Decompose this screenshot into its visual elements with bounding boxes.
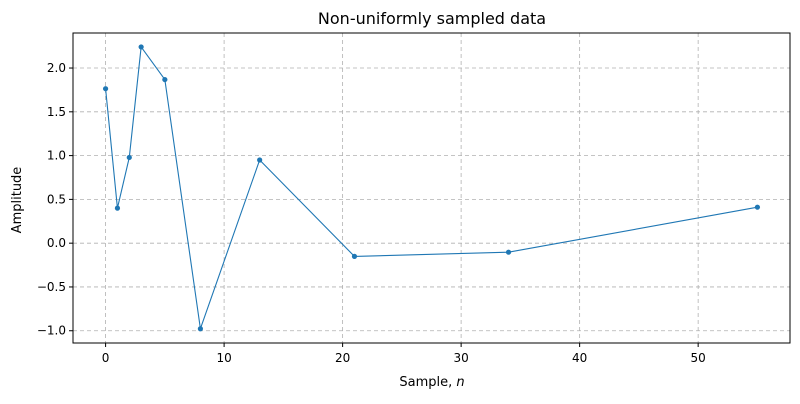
- data-point: [351, 253, 358, 259]
- y-tick-label: 0.0: [47, 236, 66, 250]
- data-point: [754, 204, 761, 210]
- x-tick-label: 40: [572, 351, 587, 365]
- data-point: [102, 86, 109, 92]
- y-tick-label: 1.0: [47, 149, 66, 163]
- axis-ticks: 0 10 20 30 40 50 −1.0 −0.5 0.0 0.5 1.0 1.5 2.0: [37, 61, 706, 365]
- y-tick-label: 0.5: [47, 192, 66, 206]
- data-point: [257, 157, 263, 163]
- x-tick-label: 0: [102, 351, 110, 365]
- data-point: [126, 154, 132, 161]
- data-series: [102, 44, 761, 332]
- data-point: [138, 44, 144, 50]
- y-tick-label: 1.5: [47, 105, 66, 119]
- data-point: [114, 205, 121, 211]
- y-tick-label: 2.0: [47, 61, 66, 75]
- x-axis-label-text: Sample,: [399, 375, 456, 390]
- x-tick-label: 50: [691, 351, 706, 365]
- y-tick-label: −1.0: [37, 324, 66, 338]
- data-point: [197, 326, 204, 332]
- x-axis-label: Sample, n: [399, 375, 464, 390]
- x-axis-label-variable: n: [456, 375, 464, 390]
- grid-lines: [73, 33, 790, 343]
- x-tick-label: 10: [216, 351, 231, 365]
- x-tick-label: 20: [335, 351, 350, 365]
- x-tick-label: 30: [453, 351, 468, 365]
- y-axis-label: Amplitude: [10, 167, 25, 234]
- data-point: [162, 76, 168, 83]
- y-tick-label: −0.5: [37, 280, 66, 294]
- chart-title: Non-uniformly sampled data: [318, 9, 546, 28]
- series-line: [105, 46, 758, 330]
- plot-frame: [72, 32, 791, 344]
- data-point: [505, 249, 512, 255]
